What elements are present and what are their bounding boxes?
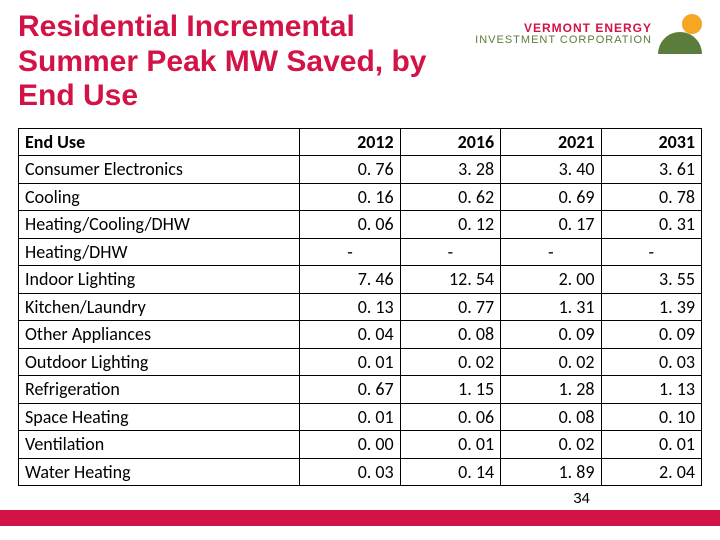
cell-value: 0. 03 [601,348,701,376]
cell-value: 0. 02 [501,348,601,376]
cell-value: 3. 61 [601,156,701,184]
table-head: End Use 2012 2016 2021 2031 [19,128,702,156]
header-enduse: End Use [19,128,300,156]
hill-icon [658,32,702,54]
cell-value: 1. 39 [601,293,701,321]
cell-value: 0. 04 [300,321,400,349]
cell-value: 0. 01 [601,431,701,459]
cell-value: 0. 08 [501,403,601,431]
table-row: Refrigeration0. 671. 151. 281. 13 [19,376,702,404]
row-label: Other Appliances [19,321,300,349]
header-year-1: 2016 [400,128,500,156]
header-year-2: 2021 [501,128,601,156]
slide-title: Residential Incremental Summer Peak MW S… [18,10,458,114]
cell-value: 1. 89 [501,458,601,486]
table-container: End Use 2012 2016 2021 2031 Consumer Ele… [0,114,720,487]
cell-value: 0. 01 [300,403,400,431]
cell-value: 0. 00 [300,431,400,459]
cell-value: 0. 16 [300,183,400,211]
cell-value: 2. 04 [601,458,701,486]
cell-value: 0. 06 [400,403,500,431]
row-label: Heating/DHW [19,238,300,266]
row-label: Ventilation [19,431,300,459]
cell-value: 0. 02 [501,431,601,459]
row-label: Outdoor Lighting [19,348,300,376]
cell-value: 0. 14 [400,458,500,486]
table-row: Indoor Lighting7. 4612. 542. 003. 55 [19,266,702,294]
footer-bar [0,510,720,526]
cell-value: 0. 77 [400,293,500,321]
cell-value: 0. 67 [300,376,400,404]
cell-value: 0. 31 [601,211,701,239]
cell-value: 0. 01 [400,431,500,459]
logo-text: VERMONT ENERGY INVESTMENT CORPORATION [475,22,652,46]
cell-value: 0. 02 [400,348,500,376]
row-label: Consumer Electronics [19,156,300,184]
table-row: Space Heating0. 010. 060. 080. 10 [19,403,702,431]
table-row: Consumer Electronics0. 763. 283. 403. 61 [19,156,702,184]
table-header-row: End Use 2012 2016 2021 2031 [19,128,702,156]
sun-icon [682,14,702,34]
slide-header: Residential Incremental Summer Peak MW S… [0,0,720,114]
row-label: Refrigeration [19,376,300,404]
cell-value: 12. 54 [400,266,500,294]
cell-value: 0. 78 [601,183,701,211]
row-label: Kitchen/Laundry [19,293,300,321]
table-row: Outdoor Lighting0. 010. 020. 020. 03 [19,348,702,376]
table-row: Heating/DHW---- [19,238,702,266]
company-logo: VERMONT ENERGY INVESTMENT CORPORATION [475,14,702,54]
cell-value: 1. 28 [501,376,601,404]
table-row: Kitchen/Laundry0. 130. 771. 311. 39 [19,293,702,321]
header-year-3: 2031 [601,128,701,156]
cell-value: 3. 40 [501,156,601,184]
cell-value: - [400,238,500,266]
table-row: Cooling0. 160. 620. 690. 78 [19,183,702,211]
page-number: 34 [0,486,720,507]
cell-value: 0. 06 [300,211,400,239]
cell-value: 0. 12 [400,211,500,239]
cell-value: 0. 03 [300,458,400,486]
cell-value: 1. 13 [601,376,701,404]
cell-value: 7. 46 [300,266,400,294]
cell-value: 0. 17 [501,211,601,239]
table-row: Other Appliances0. 040. 080. 090. 09 [19,321,702,349]
cell-value: 1. 15 [400,376,500,404]
cell-value: 0. 10 [601,403,701,431]
logo-icon [658,14,702,54]
cell-value: 0. 13 [300,293,400,321]
row-label: Water Heating [19,458,300,486]
logo-line2: INVESTMENT CORPORATION [475,35,652,47]
cell-value: 3. 55 [601,266,701,294]
table-body: Consumer Electronics0. 763. 283. 403. 61… [19,156,702,486]
cell-value: 0. 69 [501,183,601,211]
logo-line1: VERMONT ENERGY [475,22,652,35]
row-label: Indoor Lighting [19,266,300,294]
row-label: Heating/Cooling/DHW [19,211,300,239]
row-label: Space Heating [19,403,300,431]
cell-value: 0. 76 [300,156,400,184]
table-row: Heating/Cooling/DHW0. 060. 120. 170. 31 [19,211,702,239]
row-label: Cooling [19,183,300,211]
header-year-0: 2012 [300,128,400,156]
table-row: Ventilation0. 000. 010. 020. 01 [19,431,702,459]
end-use-table: End Use 2012 2016 2021 2031 Consumer Ele… [18,128,702,487]
cell-value: 0. 09 [501,321,601,349]
cell-value: 0. 01 [300,348,400,376]
cell-value: - [501,238,601,266]
cell-value: - [601,238,701,266]
cell-value: - [300,238,400,266]
cell-value: 0. 09 [601,321,701,349]
cell-value: 0. 62 [400,183,500,211]
cell-value: 3. 28 [400,156,500,184]
cell-value: 2. 00 [501,266,601,294]
cell-value: 1. 31 [501,293,601,321]
cell-value: 0. 08 [400,321,500,349]
table-row: Water Heating0. 030. 141. 892. 04 [19,458,702,486]
